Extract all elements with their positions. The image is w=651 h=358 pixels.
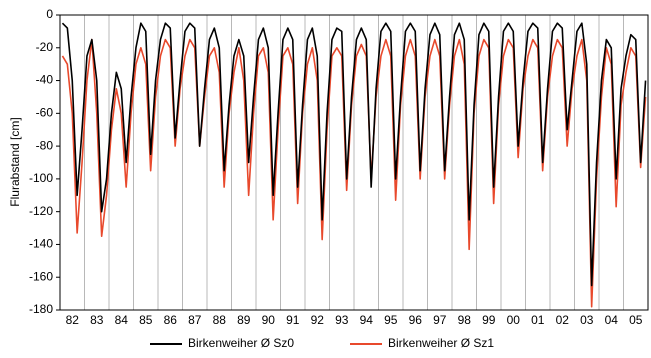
x-tick-label: 94 (360, 313, 374, 327)
x-tick-label: 87 (188, 313, 202, 327)
legend-label: Birkenweiher Ø Sz1 (388, 336, 494, 350)
y-tick-label: -140 (29, 237, 53, 251)
x-tick-label: 82 (66, 313, 80, 327)
x-tick-label: 83 (90, 313, 104, 327)
y-axis-label: Flurabstand [cm] (8, 117, 22, 206)
x-tick-label: 99 (482, 313, 496, 327)
x-tick-label: 91 (286, 313, 300, 327)
x-tick-label: 02 (556, 313, 570, 327)
series-line (61, 22, 647, 287)
x-tick-label: 98 (458, 313, 472, 327)
x-tick-label: 04 (605, 313, 619, 327)
y-tick-label: -40 (36, 73, 54, 87)
y-tick-label: -100 (29, 171, 53, 185)
x-tick-label: 97 (433, 313, 447, 327)
y-tick-label: -20 (36, 40, 54, 54)
y-tick-label: -160 (29, 269, 53, 283)
x-tick-label: 90 (262, 313, 276, 327)
y-tick-label: -120 (29, 204, 53, 218)
y-tick-label: -60 (36, 106, 54, 120)
x-tick-label: 96 (409, 313, 423, 327)
x-tick-label: 89 (237, 313, 251, 327)
x-tick-label: 03 (580, 313, 594, 327)
x-tick-label: 85 (139, 313, 153, 327)
x-tick-label: 92 (311, 313, 325, 327)
x-tick-label: 05 (629, 313, 643, 327)
plot-frame (59, 14, 649, 311)
x-tick-label: 84 (115, 313, 129, 327)
legend-label: Birkenweiher Ø Sz0 (188, 336, 294, 350)
y-tick-label: -80 (36, 138, 54, 152)
x-tick-label: 86 (164, 313, 178, 327)
y-tick-label: 0 (46, 7, 53, 21)
y-tick-label: -180 (29, 302, 53, 316)
x-tick-label: 00 (507, 313, 521, 327)
x-tick-label: 88 (213, 313, 227, 327)
x-tick-label: 95 (384, 313, 398, 327)
x-tick-label: 93 (335, 313, 349, 327)
x-tick-label: 01 (531, 313, 545, 327)
series-line (61, 38, 647, 308)
